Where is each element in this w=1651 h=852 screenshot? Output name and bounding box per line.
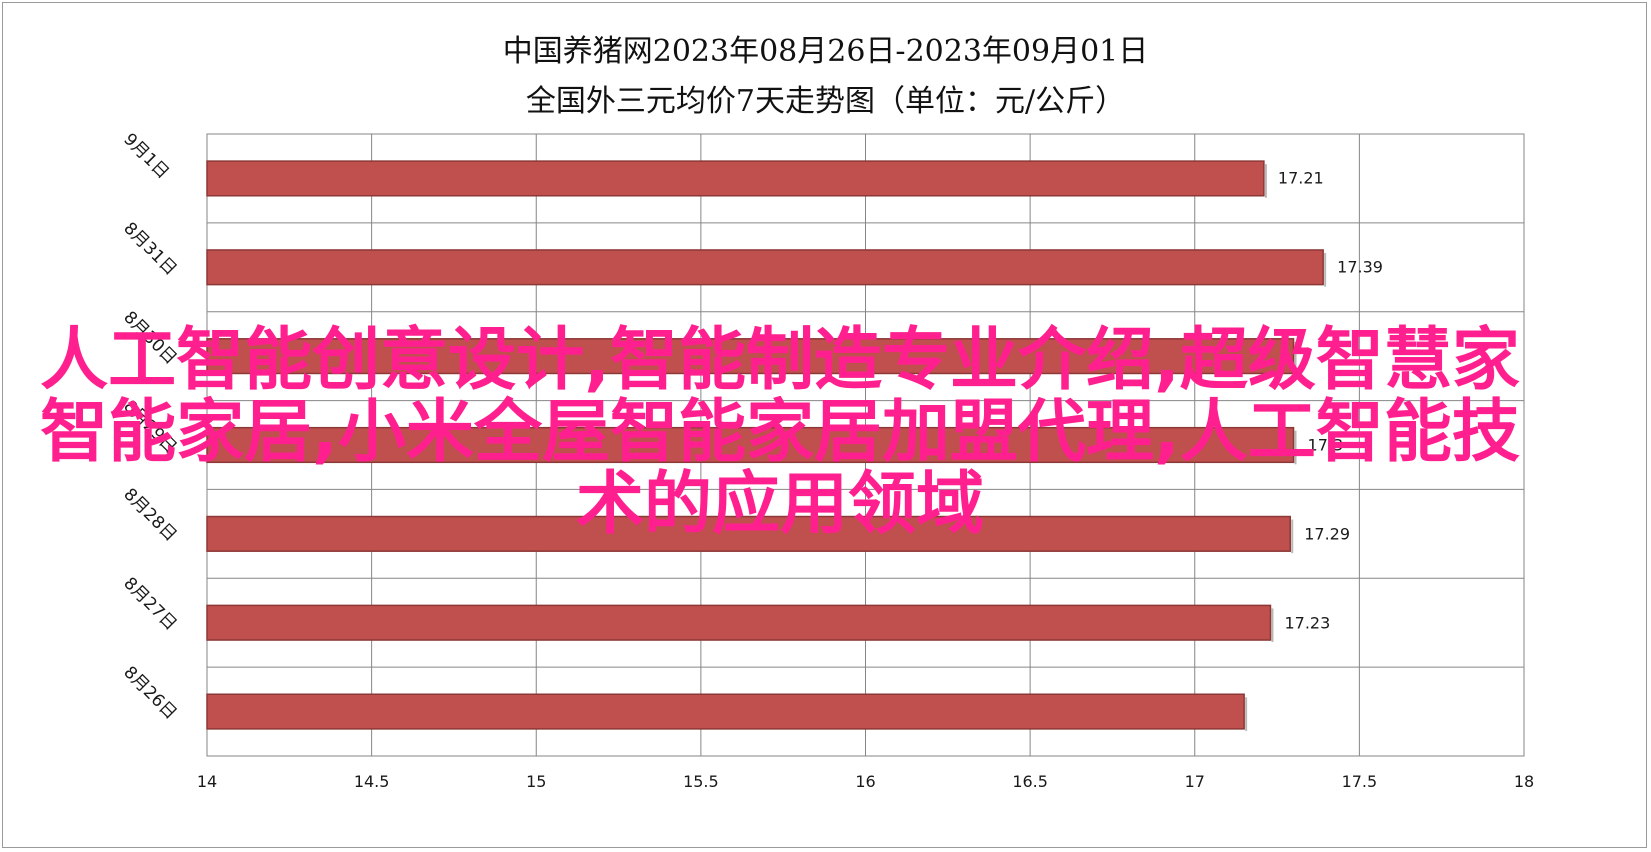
bar <box>206 426 1295 464</box>
x-tick-label: 14 <box>196 772 218 791</box>
data-label: 17.29 <box>1304 524 1351 544</box>
x-tick-label: 15.5 <box>683 772 719 791</box>
chart-subtitle: 全国外三元均价7天走势图（单位：元/公斤） <box>525 84 1126 119</box>
bar <box>206 604 1272 641</box>
bar <box>206 160 1265 197</box>
x-tick-label: 17 <box>1184 772 1205 791</box>
chart-title: 中国养猪网2023年08月26日-2023年09月01日 <box>502 34 1149 69</box>
data-label: 17.39 <box>1337 257 1383 277</box>
x-tick-label: 18 <box>1513 772 1535 791</box>
bar <box>206 249 1324 286</box>
data-label: 17.23 <box>1284 613 1331 633</box>
x-tick-label: 16 <box>855 772 876 791</box>
bar <box>206 338 1295 375</box>
bar <box>206 693 1245 730</box>
x-tick-label: 15 <box>526 772 547 791</box>
bar <box>206 515 1291 552</box>
x-tick-label: 17.5 <box>1341 772 1378 791</box>
x-tick-label: 14.5 <box>353 772 390 791</box>
data-label: 17.3 <box>1307 435 1344 455</box>
data-label: 17.21 <box>1277 168 1324 188</box>
watermark-overlay-text: 人工智能创意设计,智能制造专业介绍,超级智慧家智能家居,小米全屋智能家居加盟代理… <box>40 321 1520 544</box>
x-tick-label: 16.5 <box>1012 772 1048 791</box>
